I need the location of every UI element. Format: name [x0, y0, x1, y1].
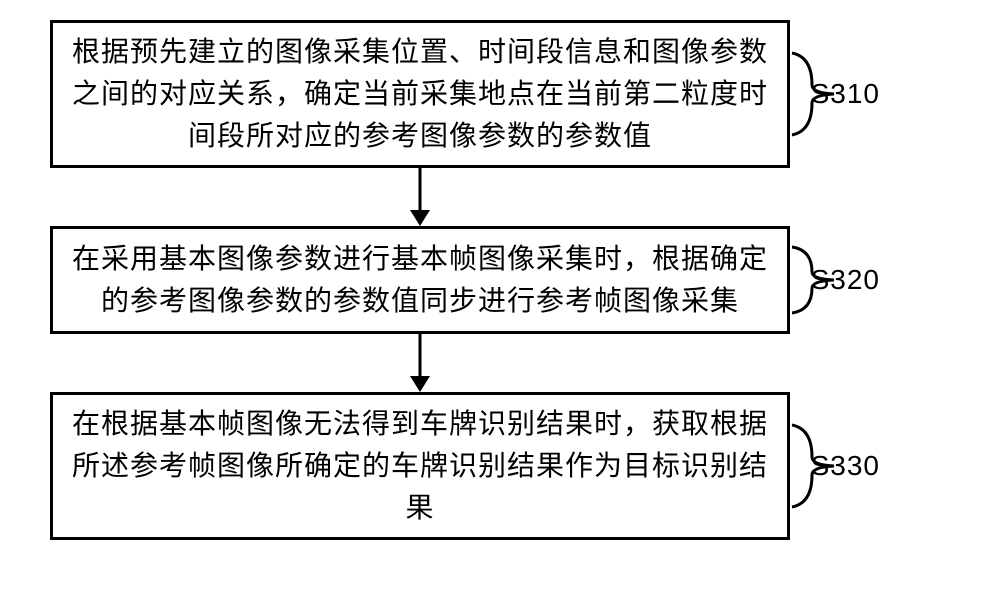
box-text-s330: 在根据基本帧图像无法得到车牌识别结果时，获取根据所述参考帧图像所确定的车牌识别结…: [69, 403, 771, 529]
label-brace-s320: S320: [790, 226, 870, 334]
label-brace-s310: S310: [790, 20, 870, 168]
node-row-s310: 根据预先建立的图像采集位置、时间段信息和图像参数之间的对应关系，确定当前采集地点…: [50, 20, 950, 168]
flowchart-box-s330: 在根据基本帧图像无法得到车牌识别结果时，获取根据所述参考帧图像所确定的车牌识别结…: [50, 392, 790, 540]
box-text-s310: 根据预先建立的图像采集位置、时间段信息和图像参数之间的对应关系，确定当前采集地点…: [69, 31, 771, 157]
arrow-s310-s320: [50, 168, 790, 226]
flowchart-box-s320: 在采用基本图像参数进行基本帧图像采集时，根据确定的参考图像参数的参数值同步进行参…: [50, 226, 790, 334]
node-row-s330: 在根据基本帧图像无法得到车牌识别结果时，获取根据所述参考帧图像所确定的车牌识别结…: [50, 392, 950, 540]
flowchart-box-s310: 根据预先建立的图像采集位置、时间段信息和图像参数之间的对应关系，确定当前采集地点…: [50, 20, 790, 168]
label-brace-s330: S330: [790, 392, 870, 540]
step-label-s320: S320: [811, 264, 880, 296]
step-label-s330: S330: [811, 450, 880, 482]
flowchart-container: 根据预先建立的图像采集位置、时间段信息和图像参数之间的对应关系，确定当前采集地点…: [50, 20, 950, 540]
arrow-s320-s330: [50, 334, 790, 392]
arrow-down-icon: [405, 334, 435, 392]
step-label-s310: S310: [811, 78, 880, 110]
arrow-down-icon: [405, 168, 435, 226]
node-row-s320: 在采用基本图像参数进行基本帧图像采集时，根据确定的参考图像参数的参数值同步进行参…: [50, 226, 950, 334]
box-text-s320: 在采用基本图像参数进行基本帧图像采集时，根据确定的参考图像参数的参数值同步进行参…: [69, 238, 771, 322]
